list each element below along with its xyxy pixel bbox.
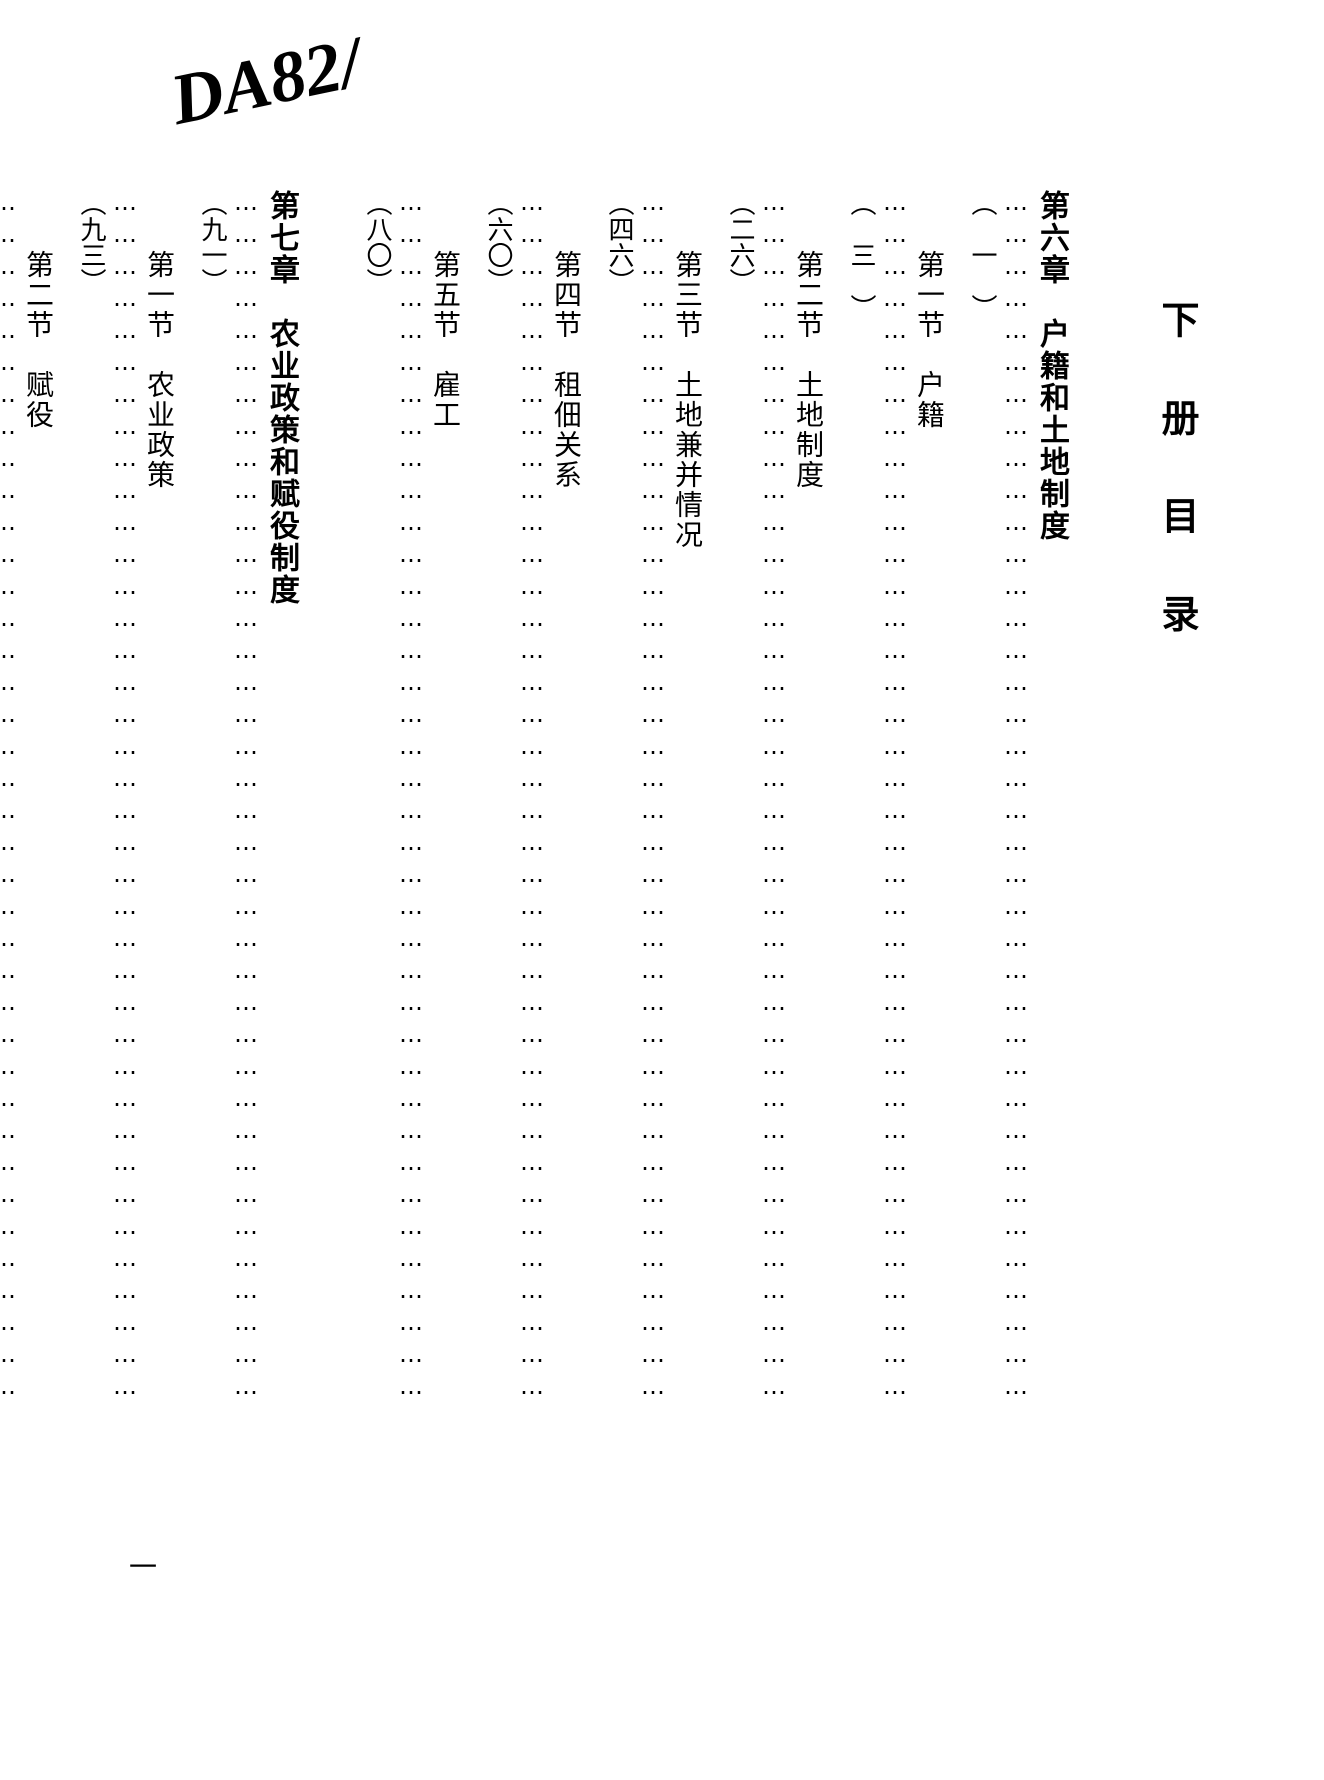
- section-page: （四六）: [601, 190, 638, 1590]
- leader-dots: ⋯⋯⋯⋯⋯⋯⋯⋯⋯⋯⋯⋯⋯⋯⋯⋯⋯⋯⋯⋯⋯⋯⋯⋯⋯⋯⋯⋯⋯⋯⋯⋯⋯⋯⋯⋯⋯⋯: [759, 190, 787, 1590]
- section-page: （九三）: [73, 190, 110, 1590]
- section-page: （六〇）: [480, 190, 517, 1590]
- section-entry: 第四节 租佃关系 ⋯⋯⋯⋯⋯⋯⋯⋯⋯⋯⋯⋯⋯⋯⋯⋯⋯⋯⋯⋯⋯⋯⋯⋯⋯⋯⋯⋯⋯⋯⋯…: [480, 190, 585, 1590]
- leader-dots: ⋯⋯⋯⋯⋯⋯⋯⋯⋯⋯⋯⋯⋯⋯⋯⋯⋯⋯⋯⋯⋯⋯⋯⋯⋯⋯⋯⋯⋯⋯⋯⋯⋯⋯⋯⋯⋯⋯: [517, 190, 545, 1590]
- chapter-label: 第六章 户籍和土地制度: [1029, 190, 1073, 1590]
- leader-dots: ⋯⋯⋯⋯⋯⋯⋯⋯⋯⋯⋯⋯⋯⋯⋯⋯⋯⋯⋯⋯⋯⋯⋯⋯⋯⋯⋯⋯⋯⋯⋯⋯⋯⋯⋯⋯⋯⋯: [110, 190, 138, 1590]
- leader-dots: ⋯⋯⋯⋯⋯⋯⋯⋯⋯⋯⋯⋯⋯⋯⋯⋯⋯⋯⋯⋯⋯⋯⋯⋯⋯⋯⋯⋯⋯⋯⋯⋯⋯⋯⋯⋯⋯⋯: [0, 190, 17, 1590]
- section-page: （ 三 ）: [843, 190, 880, 1590]
- page-number: 一: [120, 1552, 160, 1580]
- leader-dots: ⋯⋯⋯⋯⋯⋯⋯⋯⋯⋯⋯⋯⋯⋯⋯⋯⋯⋯⋯⋯⋯⋯⋯⋯⋯⋯⋯⋯⋯⋯⋯⋯⋯⋯⋯⋯⋯⋯: [880, 190, 908, 1590]
- section-entry: 第二节 赋役 ⋯⋯⋯⋯⋯⋯⋯⋯⋯⋯⋯⋯⋯⋯⋯⋯⋯⋯⋯⋯⋯⋯⋯⋯⋯⋯⋯⋯⋯⋯⋯⋯⋯…: [0, 190, 57, 1590]
- section-entry: 第二节 土地制度 ⋯⋯⋯⋯⋯⋯⋯⋯⋯⋯⋯⋯⋯⋯⋯⋯⋯⋯⋯⋯⋯⋯⋯⋯⋯⋯⋯⋯⋯⋯⋯…: [722, 190, 827, 1590]
- section-page: （二六）: [722, 190, 759, 1590]
- section-label: 第二节 赋役: [17, 190, 57, 1590]
- section-entry: 第一节 户籍 ⋯⋯⋯⋯⋯⋯⋯⋯⋯⋯⋯⋯⋯⋯⋯⋯⋯⋯⋯⋯⋯⋯⋯⋯⋯⋯⋯⋯⋯⋯⋯⋯⋯…: [843, 190, 948, 1590]
- section-entry: 第三节 土地兼并情况 ⋯⋯⋯⋯⋯⋯⋯⋯⋯⋯⋯⋯⋯⋯⋯⋯⋯⋯⋯⋯⋯⋯⋯⋯⋯⋯⋯⋯⋯…: [601, 190, 706, 1590]
- chapter-label: 第七章 农业政策和赋役制度: [259, 190, 303, 1590]
- section-label: 第四节 租佃关系: [545, 190, 585, 1590]
- handwritten-annotation: DA82/: [163, 21, 368, 142]
- leader-dots: ⋯⋯⋯⋯⋯⋯⋯⋯⋯⋯⋯⋯⋯⋯⋯⋯⋯⋯⋯⋯⋯⋯⋯⋯⋯⋯⋯⋯⋯⋯⋯⋯⋯⋯⋯⋯⋯⋯: [396, 190, 424, 1590]
- chapter-entry: 第六章 户籍和土地制度 ⋯⋯⋯⋯⋯⋯⋯⋯⋯⋯⋯⋯⋯⋯⋯⋯⋯⋯⋯⋯⋯⋯⋯⋯⋯⋯⋯⋯…: [964, 190, 1073, 1590]
- section-page: （八〇）: [359, 190, 396, 1590]
- section-label: 第一节 农业政策: [138, 190, 178, 1590]
- page-title: 下册目录: [1149, 190, 1204, 1590]
- section-entry: 第一节 农业政策 ⋯⋯⋯⋯⋯⋯⋯⋯⋯⋯⋯⋯⋯⋯⋯⋯⋯⋯⋯⋯⋯⋯⋯⋯⋯⋯⋯⋯⋯⋯⋯…: [73, 190, 178, 1590]
- leader-dots: ⋯⋯⋯⋯⋯⋯⋯⋯⋯⋯⋯⋯⋯⋯⋯⋯⋯⋯⋯⋯⋯⋯⋯⋯⋯⋯⋯⋯⋯⋯⋯⋯⋯⋯⋯⋯⋯⋯: [638, 190, 666, 1590]
- section-label: 第三节 土地兼并情况: [666, 190, 706, 1590]
- chapter-entry: 第七章 农业政策和赋役制度 ⋯⋯⋯⋯⋯⋯⋯⋯⋯⋯⋯⋯⋯⋯⋯⋯⋯⋯⋯⋯⋯⋯⋯⋯⋯⋯…: [194, 190, 303, 1590]
- section-label: 第五节 雇工: [424, 190, 464, 1590]
- leader-dots: ⋯⋯⋯⋯⋯⋯⋯⋯⋯⋯⋯⋯⋯⋯⋯⋯⋯⋯⋯⋯⋯⋯⋯⋯⋯⋯⋯⋯⋯⋯⋯⋯⋯⋯⋯⋯⋯⋯: [231, 190, 259, 1590]
- chapter-page: （ 一 ）: [964, 190, 1001, 1590]
- section-label: 第一节 户籍: [908, 190, 948, 1590]
- section-entry: 第五节 雇工 ⋯⋯⋯⋯⋯⋯⋯⋯⋯⋯⋯⋯⋯⋯⋯⋯⋯⋯⋯⋯⋯⋯⋯⋯⋯⋯⋯⋯⋯⋯⋯⋯⋯…: [359, 190, 464, 1590]
- chapter-page: （九一）: [194, 190, 231, 1590]
- toc-container: 下册目录 第六章 户籍和土地制度 ⋯⋯⋯⋯⋯⋯⋯⋯⋯⋯⋯⋯⋯⋯⋯⋯⋯⋯⋯⋯⋯⋯⋯…: [0, 190, 1204, 1590]
- leader-dots: ⋯⋯⋯⋯⋯⋯⋯⋯⋯⋯⋯⋯⋯⋯⋯⋯⋯⋯⋯⋯⋯⋯⋯⋯⋯⋯⋯⋯⋯⋯⋯⋯⋯⋯⋯⋯⋯⋯: [1001, 190, 1029, 1590]
- spacer: [319, 190, 343, 1590]
- section-label: 第二节 土地制度: [787, 190, 827, 1590]
